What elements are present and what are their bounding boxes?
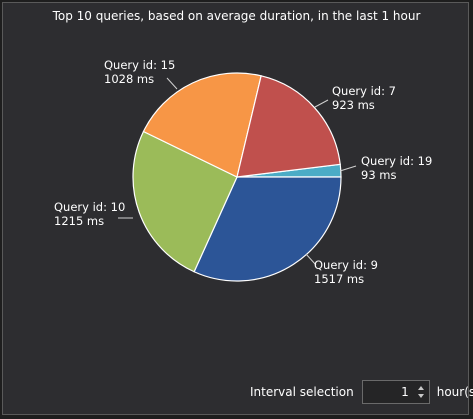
interval-stepper[interactable]: 1 — [361, 380, 430, 404]
pie-slice-query-7 — [236, 75, 341, 178]
chart-title: Top 10 queries, based on average duratio… — [52, 9, 421, 23]
leader-line — [166, 77, 178, 90]
arrow-down-icon[interactable] — [417, 394, 424, 398]
leader-line — [339, 165, 357, 172]
arrow-up-icon[interactable] — [417, 386, 424, 390]
pie-slice-query-9 — [193, 176, 342, 282]
pie-slice-query-15 — [142, 72, 262, 178]
interval-label: Interval selection — [250, 385, 354, 399]
slice-label: Query id: 7 — [332, 84, 396, 98]
leader-line — [314, 99, 329, 108]
interval-selection: Interval selection 1 hour(s) — [250, 380, 473, 404]
stepper-arrows — [413, 381, 429, 403]
slice-value-label: 1028 ms — [104, 72, 154, 86]
slice-value-label: 93 ms — [361, 168, 396, 182]
slice-label: Query id: 15 — [104, 58, 175, 72]
slice-value-label: 923 ms — [332, 98, 375, 112]
slice-label: Query id: 10 — [54, 200, 125, 214]
pie-slice-query-10 — [132, 130, 238, 273]
slice-label: Query id: 19 — [361, 154, 432, 168]
slice-value-label: 1215 ms — [54, 214, 104, 228]
interval-value[interactable]: 1 — [401, 385, 409, 399]
slice-label: Query id: 9 — [314, 258, 378, 272]
slice-value-label: 1517 ms — [314, 272, 364, 286]
interval-unit: hour(s) — [436, 385, 473, 399]
leader-line — [305, 253, 317, 266]
